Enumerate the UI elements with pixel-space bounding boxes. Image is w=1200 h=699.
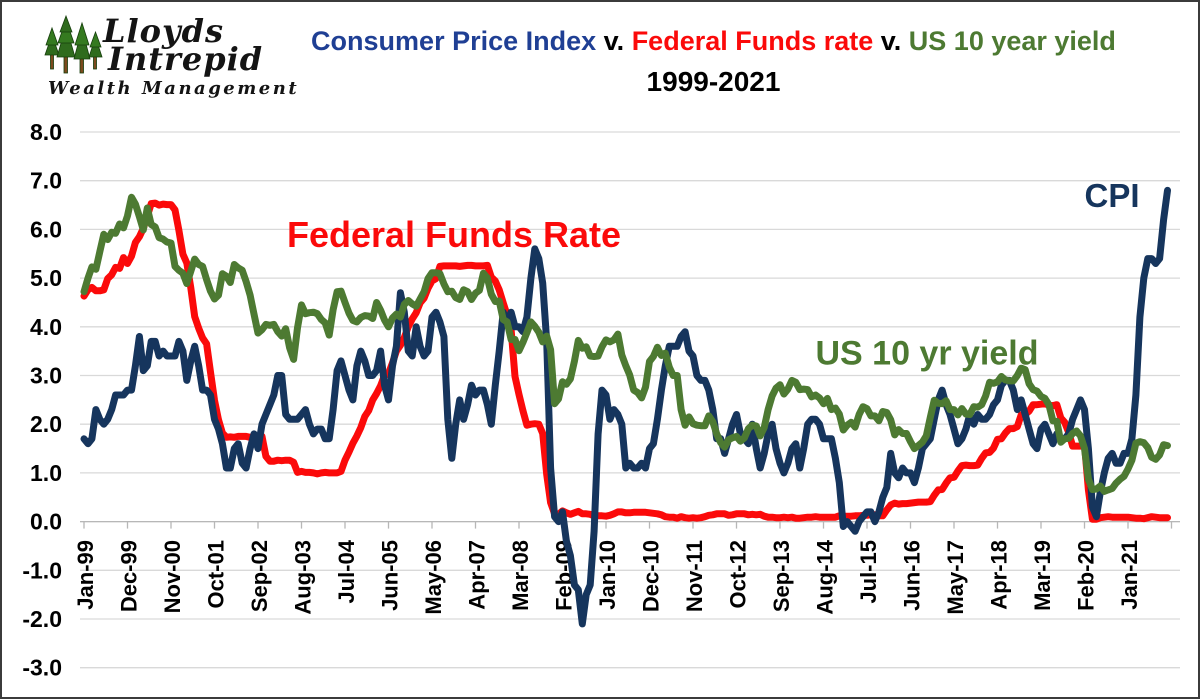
x-axis-label: Dec-99: [116, 540, 141, 612]
x-axis-label: Aug-14: [812, 539, 837, 614]
x-axis-label: Oct-01: [203, 540, 228, 608]
series-federal-funds-rate: [80, 199, 1171, 523]
us-10-yr-yield-label: US 10 yr yield: [815, 334, 1039, 373]
title-separator: v.: [873, 26, 909, 56]
x-axis-label: Oct-12: [725, 540, 750, 608]
brand-name-line2: Intrepid: [108, 40, 264, 78]
x-axis-label: Sep-13: [769, 540, 794, 612]
title-segment-cpi: Consumer Price Index: [311, 26, 597, 56]
x-axis-label: Dec-10: [638, 540, 663, 612]
title-separator: v.: [596, 26, 632, 56]
x-axis-label: Mar-19: [1030, 540, 1055, 611]
x-axis-label: Jul-15: [856, 540, 881, 604]
y-axis-label: -1.0: [22, 557, 62, 583]
y-axis-label: 2.0: [30, 411, 62, 437]
cpi-label: CPI: [1084, 177, 1140, 214]
x-axis-label: Nov-00: [160, 540, 185, 613]
y-axis-label: 5.0: [30, 265, 62, 291]
x-axis-label: Apr-18: [986, 540, 1011, 610]
x-axis-label: May-06: [421, 540, 446, 615]
y-axis-label: 8.0: [30, 119, 62, 145]
x-axis-label: Feb-20: [1073, 540, 1098, 611]
x-axis-label: Jun-16: [899, 540, 924, 611]
title-segment-10yr: US 10 year yield: [908, 26, 1116, 56]
brand-tagline: Wealth Management: [48, 78, 300, 99]
chart-title: Consumer Price Index v. Federal Funds ra…: [237, 26, 1190, 57]
fed-funds-rate-label: Federal Funds Rate: [286, 214, 622, 255]
title-segment-fed-funds: Federal Funds rate: [631, 26, 874, 56]
y-axis-label: 7.0: [30, 168, 62, 194]
x-axis-label: May-17: [943, 540, 968, 615]
x-axis-label: Jul-04: [334, 539, 359, 603]
y-axis-label: 3.0: [30, 363, 62, 389]
brand-name-line1: Lloyds: [103, 12, 224, 50]
x-axis-label: Jan-99: [73, 540, 98, 610]
x-axis-label: Sep-02: [247, 540, 272, 612]
x-axis-label: Nov-11: [682, 540, 707, 612]
y-axis-label: 4.0: [30, 314, 62, 340]
x-axis-label: Mar-08: [508, 540, 533, 611]
y-axis-label: 6.0: [30, 216, 62, 242]
series-us-10-yr-yield: [80, 193, 1171, 495]
x-axis-label: Aug-03: [290, 540, 315, 615]
y-axis-label: -2.0: [22, 606, 62, 632]
y-axis-label: 0.0: [30, 509, 62, 535]
chart-subtitle: 1999-2021: [646, 66, 781, 97]
x-axis-label: Jan-21: [1117, 540, 1142, 610]
x-axis-label: Jan-10: [595, 540, 620, 610]
y-axis-label: -3.0: [22, 655, 62, 681]
chart-title-block: Consumer Price Index v. Federal Funds ra…: [237, 26, 1190, 98]
series-cpi: [80, 186, 1171, 628]
y-axis-label: 1.0: [30, 460, 62, 486]
x-axis-label: Jun-05: [377, 540, 402, 611]
evergreen-trees-icon: [44, 14, 103, 74]
x-axis-label: Apr-07: [464, 540, 489, 610]
